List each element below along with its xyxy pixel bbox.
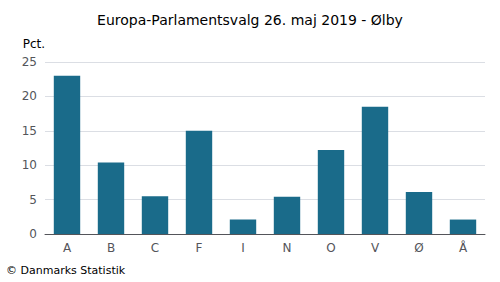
svg-text:Å: Å <box>459 240 468 255</box>
svg-text:© Danmarks Statistik: © Danmarks Statistik <box>6 264 126 277</box>
svg-text:A: A <box>63 241 72 255</box>
svg-text:5: 5 <box>29 193 37 207</box>
svg-text:Pct.: Pct. <box>23 37 45 51</box>
svg-text:Ø: Ø <box>414 241 423 255</box>
svg-text:10: 10 <box>22 158 37 172</box>
svg-text:V: V <box>371 241 380 255</box>
svg-text:0: 0 <box>29 227 37 241</box>
svg-text:20: 20 <box>22 89 37 103</box>
svg-text:F: F <box>196 241 203 255</box>
svg-text:N: N <box>283 241 292 255</box>
svg-text:O: O <box>326 241 335 255</box>
svg-text:15: 15 <box>22 124 37 138</box>
svg-text:C: C <box>151 241 159 255</box>
svg-text:I: I <box>241 241 245 255</box>
svg-text:25: 25 <box>22 55 37 69</box>
svg-text:Europa-Parlamentsvalg 26. maj: Europa-Parlamentsvalg 26. maj 2019 - Ølb… <box>97 12 403 28</box>
svg-text:B: B <box>107 241 115 255</box>
